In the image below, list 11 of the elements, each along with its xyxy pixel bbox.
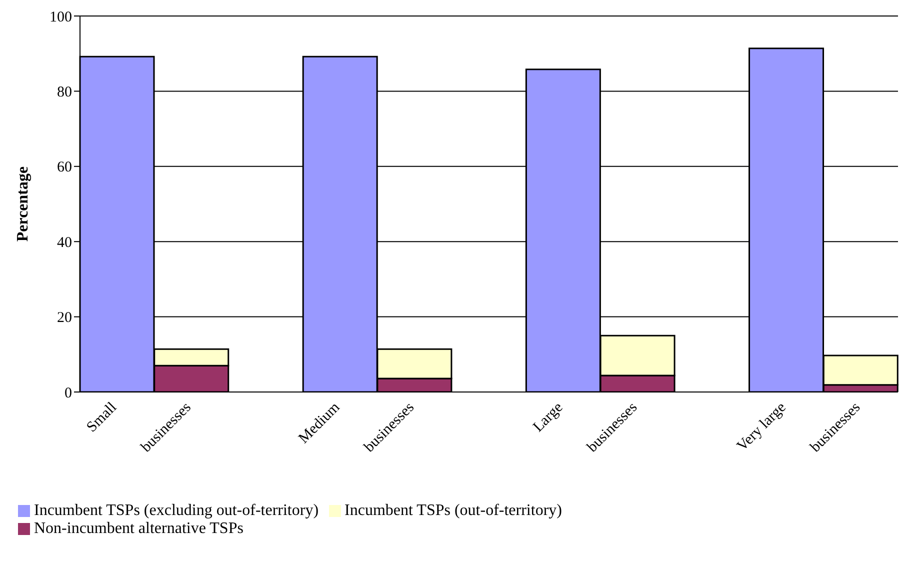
y-axis-title: Percentage	[14, 166, 32, 242]
y-tick-label: 80	[57, 84, 72, 101]
x-tick-label: Very large	[734, 399, 790, 455]
legend-label: Incumbent TSPs (out-of-territory)	[344, 502, 562, 519]
legend-label: Non-incumbent alternative TSPs	[34, 520, 244, 537]
y-tick-label: 20	[57, 310, 72, 326]
y-tick-label: 100	[50, 9, 72, 26]
y-tick-label: 60	[57, 160, 72, 176]
y-tick-label: 40	[57, 234, 72, 251]
y-tick-label: 0	[64, 385, 72, 402]
legend-label: Incumbent TSPs (excluding out-of-territory)	[34, 502, 319, 519]
